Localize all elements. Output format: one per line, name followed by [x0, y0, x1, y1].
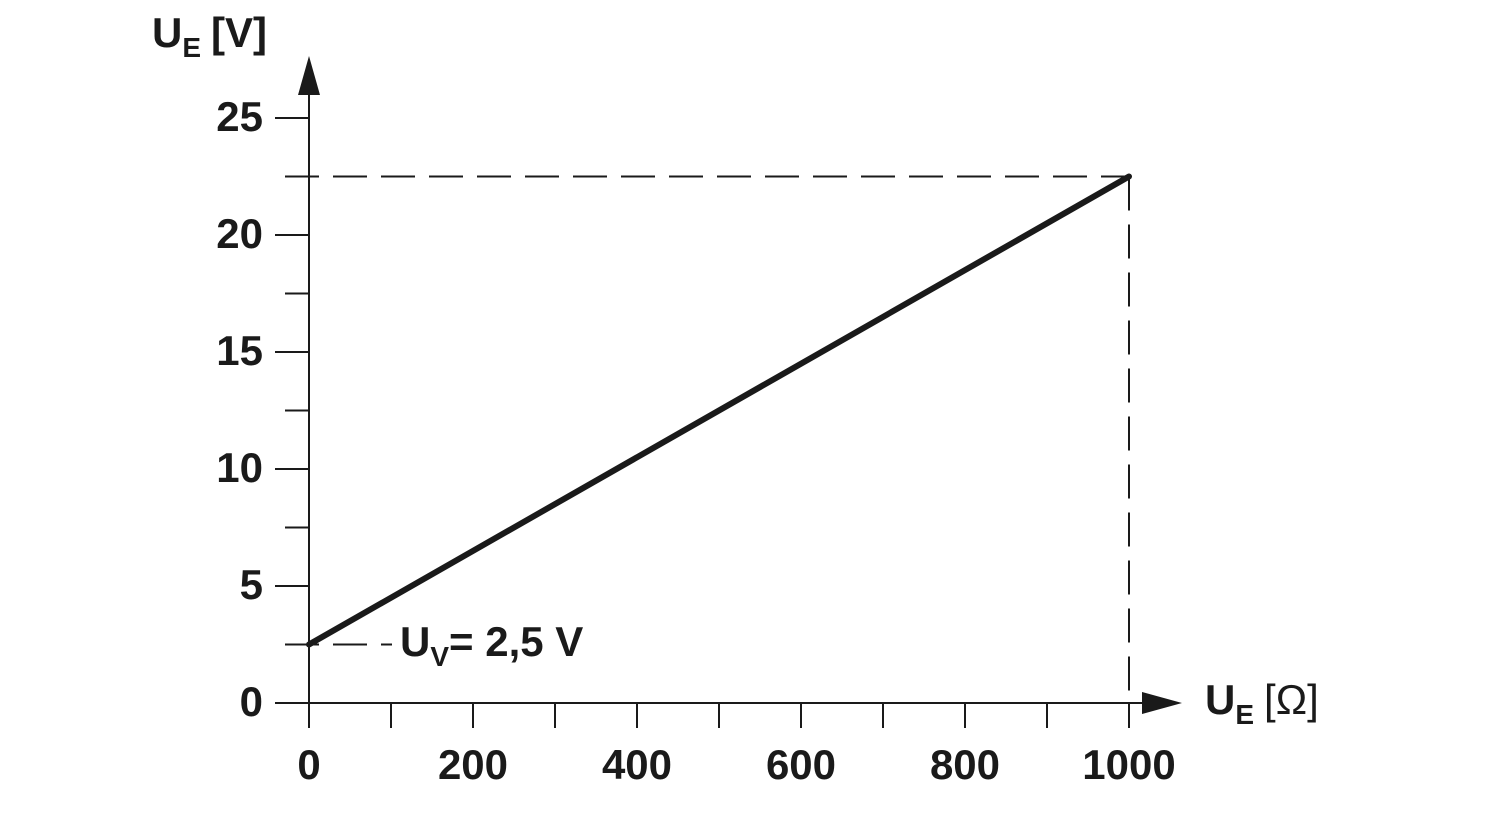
- y-tick-label: 5: [240, 561, 263, 608]
- x-tick-label: 400: [602, 741, 672, 788]
- x-tick-label: 200: [438, 741, 508, 788]
- x-tick-label: 800: [930, 741, 1000, 788]
- x-tick-label: 0: [297, 741, 320, 788]
- x-tick-label: 1000: [1082, 741, 1175, 788]
- y-axis-label: UE [V]: [152, 9, 267, 63]
- x-axis-arrow: [1142, 692, 1182, 714]
- x-tick-label: 600: [766, 741, 836, 788]
- annotation: UV= 2,5 V: [400, 618, 583, 672]
- y-tick-label: 10: [216, 444, 263, 491]
- y-tick-label: 20: [216, 210, 263, 257]
- y-tick-label: 15: [216, 327, 263, 374]
- y-axis-arrow: [298, 56, 320, 95]
- y-tick-label: 0: [240, 678, 263, 725]
- x-axis-label: UE [Ω]: [1205, 676, 1319, 730]
- data-line: [306, 173, 1132, 648]
- y-tick-label: 25: [216, 93, 263, 140]
